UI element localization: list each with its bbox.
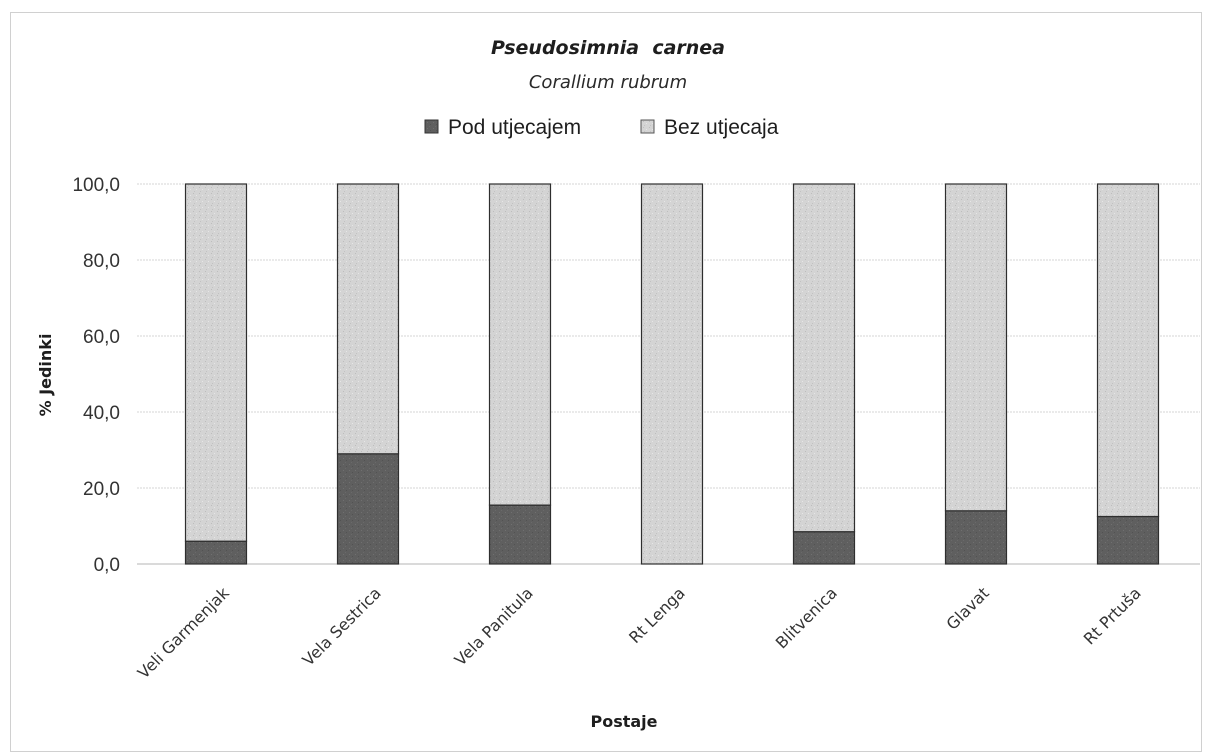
gridlines <box>137 183 1200 565</box>
x-category-label: Veli Garmenjak <box>134 583 234 683</box>
y-tick-label: 40,0 <box>83 403 120 424</box>
bar-bez-utjecaja <box>640 183 704 565</box>
legend-swatch-pod-utjecajem <box>424 119 439 134</box>
x-category-label: Rt Lenga <box>625 583 689 647</box>
x-category-label: Glavat <box>942 583 992 633</box>
x-axis-labels: Veli Garmenjak Vela Sestrica Vela Panitula… <box>134 583 1145 683</box>
y-tick-label: 100,0 <box>72 175 120 196</box>
chart-subtitle: Corallium rubrum <box>529 72 687 93</box>
x-category-label: Blitvenica <box>772 583 841 652</box>
y-axis-ticks: 0,0 20,0 40,0 60,0 80,0 100,0 <box>72 175 120 576</box>
x-category-label: Rt Prtuša <box>1080 583 1145 648</box>
y-tick-label: 60,0 <box>83 327 120 348</box>
bar-pod-utjecajem <box>944 510 1008 565</box>
y-tick-label: 80,0 <box>83 251 120 272</box>
chart-title: Pseudosimnia carnea <box>491 37 725 59</box>
bar-pod-utjecajem <box>1096 515 1160 565</box>
bar-pod-utjecajem <box>488 504 552 565</box>
legend-label-bez-utjecaja: Bez utjecaja <box>664 116 779 139</box>
bar-pod-utjecajem <box>792 531 856 565</box>
x-category-label: Vela Panitula <box>451 583 537 669</box>
x-category-label: Vela Sestrica <box>298 583 384 669</box>
legend: Pod utjecajem Bez utjecaja <box>424 116 779 139</box>
legend-label-pod-utjecajem: Pod utjecajem <box>448 116 581 139</box>
bar-pod-utjecajem <box>336 453 400 565</box>
bar-bez-utjecaja <box>1096 183 1160 518</box>
legend-swatch-bez-utjecaja <box>640 119 655 134</box>
bar-pod-utjecajem <box>184 540 248 565</box>
y-axis-title: % Jedinki <box>36 334 55 417</box>
x-axis-title: Postaje <box>590 712 657 731</box>
bar-bez-utjecaja <box>336 183 400 455</box>
bar-bez-utjecaja <box>184 183 248 542</box>
bar-bez-utjecaja <box>792 183 856 533</box>
y-tick-label: 20,0 <box>83 479 120 500</box>
bar-bez-utjecaja <box>944 183 1008 512</box>
bar-bez-utjecaja <box>488 183 552 506</box>
bars <box>184 183 1160 565</box>
y-tick-label: 0,0 <box>94 555 120 576</box>
